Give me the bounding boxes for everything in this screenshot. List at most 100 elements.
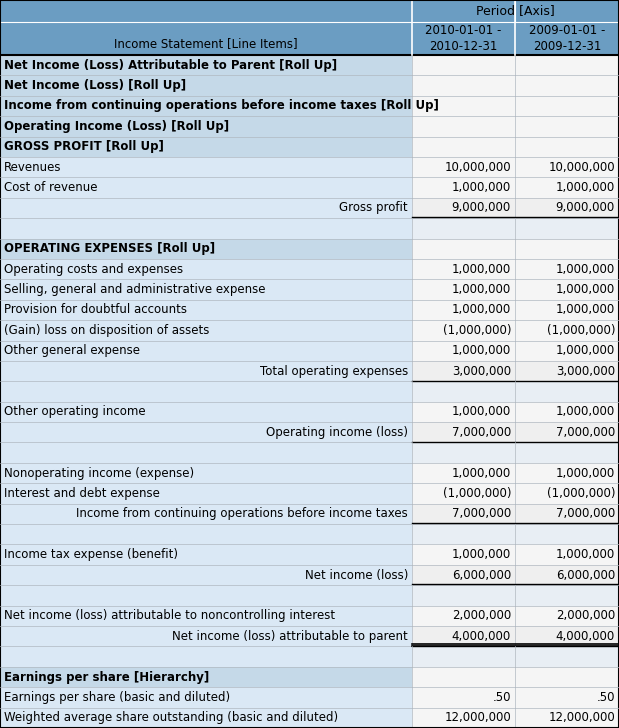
Bar xyxy=(0,381,412,402)
Bar xyxy=(412,137,515,157)
Text: Provision for doubtful accounts: Provision for doubtful accounts xyxy=(4,304,187,317)
Text: 1,000,000: 1,000,000 xyxy=(556,304,615,317)
Text: Net income (loss) attributable to noncontrolling interest: Net income (loss) attributable to noncon… xyxy=(4,609,335,622)
Bar xyxy=(0,300,412,320)
Bar xyxy=(412,55,515,76)
Bar xyxy=(412,504,515,524)
Bar xyxy=(412,381,515,402)
Text: Total operating expenses: Total operating expenses xyxy=(260,365,408,378)
Bar xyxy=(515,96,619,116)
Bar xyxy=(0,280,412,300)
Bar xyxy=(0,545,412,565)
Bar xyxy=(0,708,412,728)
Text: Gross profit: Gross profit xyxy=(339,202,408,215)
Bar xyxy=(515,422,619,443)
Bar xyxy=(0,483,412,504)
Bar xyxy=(0,259,412,280)
Bar xyxy=(515,463,619,483)
Text: 1,000,000: 1,000,000 xyxy=(452,263,511,276)
Bar xyxy=(0,178,412,198)
Text: 2009-01-01 -
2009-12-31: 2009-01-01 - 2009-12-31 xyxy=(529,25,605,52)
Text: Revenues: Revenues xyxy=(4,161,61,174)
Text: 7,000,000: 7,000,000 xyxy=(452,507,511,521)
Bar xyxy=(0,422,412,443)
Bar xyxy=(515,565,619,585)
Text: 4,000,000: 4,000,000 xyxy=(452,630,511,643)
Bar xyxy=(0,687,412,708)
Text: Interest and debt expense: Interest and debt expense xyxy=(4,487,160,500)
Bar xyxy=(0,137,412,157)
Bar xyxy=(412,443,515,463)
Text: (1,000,000): (1,000,000) xyxy=(547,324,615,337)
Text: 1,000,000: 1,000,000 xyxy=(452,548,511,561)
Text: 1,000,000: 1,000,000 xyxy=(452,344,511,357)
Text: 12,000,000: 12,000,000 xyxy=(548,711,615,724)
Bar xyxy=(412,463,515,483)
Bar xyxy=(412,667,515,687)
Text: 9,000,000: 9,000,000 xyxy=(452,202,511,215)
Bar xyxy=(412,239,515,259)
Bar xyxy=(0,443,412,463)
Bar xyxy=(412,341,515,361)
Bar xyxy=(412,606,515,626)
Text: GROSS PROFIT [Roll Up]: GROSS PROFIT [Roll Up] xyxy=(4,141,164,154)
Bar xyxy=(412,626,515,646)
Text: Income tax expense (benefit): Income tax expense (benefit) xyxy=(4,548,178,561)
Bar xyxy=(0,585,412,606)
Bar xyxy=(0,463,412,483)
Text: .50: .50 xyxy=(597,691,615,704)
Text: (1,000,000): (1,000,000) xyxy=(443,487,511,500)
Text: Cost of revenue: Cost of revenue xyxy=(4,181,98,194)
Text: 1,000,000: 1,000,000 xyxy=(556,467,615,480)
Text: 2,000,000: 2,000,000 xyxy=(556,609,615,622)
Text: 6,000,000: 6,000,000 xyxy=(556,569,615,582)
Text: (Gain) loss on disposition of assets: (Gain) loss on disposition of assets xyxy=(4,324,209,337)
Bar xyxy=(515,687,619,708)
Bar xyxy=(515,320,619,341)
Bar xyxy=(0,22,412,55)
Bar xyxy=(515,361,619,381)
Bar xyxy=(0,218,412,239)
Text: Income from continuing operations before income taxes [Roll Up]: Income from continuing operations before… xyxy=(4,100,439,113)
Bar xyxy=(0,524,412,545)
Text: 2,000,000: 2,000,000 xyxy=(452,609,511,622)
Text: Earnings per share (basic and diluted): Earnings per share (basic and diluted) xyxy=(4,691,230,704)
Bar xyxy=(0,96,412,116)
Bar xyxy=(412,402,515,422)
Text: 2010-01-01 -
2010-12-31: 2010-01-01 - 2010-12-31 xyxy=(425,25,501,52)
Bar xyxy=(515,198,619,218)
Bar xyxy=(0,504,412,524)
Text: 10,000,000: 10,000,000 xyxy=(444,161,511,174)
Text: 7,000,000: 7,000,000 xyxy=(452,426,511,439)
Text: 1,000,000: 1,000,000 xyxy=(556,405,615,419)
Bar xyxy=(412,687,515,708)
Text: Net income (loss): Net income (loss) xyxy=(305,569,408,582)
Bar xyxy=(412,157,515,178)
Text: 12,000,000: 12,000,000 xyxy=(444,711,511,724)
Text: 1,000,000: 1,000,000 xyxy=(556,263,615,276)
Text: Operating Income (Loss) [Roll Up]: Operating Income (Loss) [Roll Up] xyxy=(4,120,229,133)
Text: Weighted average share outstanding (basic and diluted): Weighted average share outstanding (basi… xyxy=(4,711,338,724)
Bar xyxy=(412,565,515,585)
Bar xyxy=(412,646,515,667)
Bar xyxy=(412,0,619,22)
Bar xyxy=(515,626,619,646)
Text: Net Income (Loss) Attributable to Parent [Roll Up]: Net Income (Loss) Attributable to Parent… xyxy=(4,59,337,71)
Bar xyxy=(0,76,412,96)
Bar xyxy=(515,667,619,687)
Bar xyxy=(0,402,412,422)
Text: Selling, general and administrative expense: Selling, general and administrative expe… xyxy=(4,283,266,296)
Text: 1,000,000: 1,000,000 xyxy=(452,405,511,419)
Text: Period [Axis]: Period [Axis] xyxy=(476,4,555,17)
Text: (1,000,000): (1,000,000) xyxy=(443,324,511,337)
Text: 4,000,000: 4,000,000 xyxy=(556,630,615,643)
Bar xyxy=(515,76,619,96)
Bar xyxy=(515,137,619,157)
Bar xyxy=(0,565,412,585)
Bar xyxy=(0,361,412,381)
Text: 10,000,000: 10,000,000 xyxy=(548,161,615,174)
Text: 1,000,000: 1,000,000 xyxy=(556,181,615,194)
Text: Other operating income: Other operating income xyxy=(4,405,145,419)
Bar xyxy=(515,239,619,259)
Text: 9,000,000: 9,000,000 xyxy=(556,202,615,215)
